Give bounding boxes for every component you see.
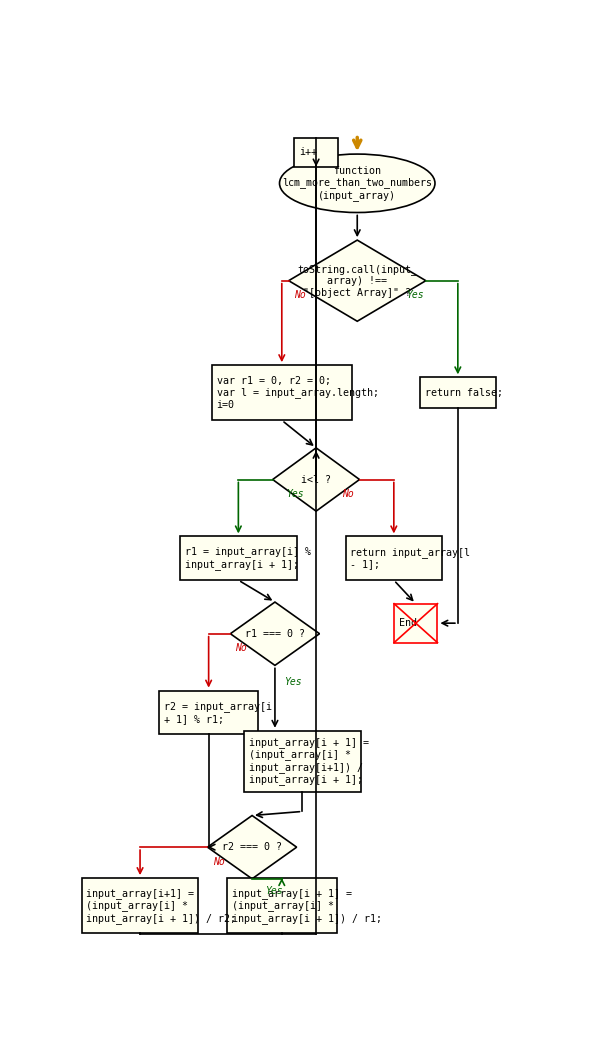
Bar xyxy=(420,377,496,408)
Bar xyxy=(82,878,198,933)
Bar xyxy=(159,690,258,735)
Bar xyxy=(346,536,442,580)
Text: toString.call(input_
array) !==
"[object Array]" ?: toString.call(input_ array) !== "[object… xyxy=(297,264,417,297)
Polygon shape xyxy=(273,448,359,511)
Text: No: No xyxy=(213,857,225,866)
Text: input_array[i+1] =
(input_array[i] *
input_array[i + 1]) / r2;: input_array[i+1] = (input_array[i] * inp… xyxy=(86,887,237,923)
Polygon shape xyxy=(208,816,297,879)
Bar xyxy=(244,730,360,792)
Ellipse shape xyxy=(280,154,435,213)
Text: Yes: Yes xyxy=(405,290,423,300)
Text: Yes: Yes xyxy=(286,489,303,500)
Text: input_array[i + 1] =
(input_array[i] *
input_array[i+1]) /
input_array[i + 1];: input_array[i + 1] = (input_array[i] * i… xyxy=(248,737,369,785)
Text: r2 === 0 ?: r2 === 0 ? xyxy=(222,842,282,853)
Bar xyxy=(180,536,297,580)
Text: var r1 = 0, r2 = 0;
var l = input_array.length;
i=0: var r1 = 0, r2 = 0; var l = input_array.… xyxy=(217,375,379,410)
Text: Yes: Yes xyxy=(266,886,283,896)
Text: r1 === 0 ?: r1 === 0 ? xyxy=(245,629,305,639)
Text: function
lcm_more_than_two_numbers
(input_array): function lcm_more_than_two_numbers (inpu… xyxy=(282,165,432,201)
Bar xyxy=(394,604,438,643)
Bar xyxy=(294,138,338,167)
Text: End: End xyxy=(399,618,417,628)
Text: No: No xyxy=(342,489,354,500)
Text: i<l ?: i<l ? xyxy=(301,474,331,485)
Text: Yes: Yes xyxy=(284,677,302,686)
Text: r1 = input_array[i] %
input_array[i + 1];: r1 = input_array[i] % input_array[i + 1]… xyxy=(185,547,310,570)
Text: No: No xyxy=(294,290,306,300)
Polygon shape xyxy=(230,602,320,665)
Polygon shape xyxy=(289,240,426,321)
Text: return input_array[l
- 1];: return input_array[l - 1]; xyxy=(350,547,470,569)
Bar xyxy=(212,365,352,421)
Text: i++: i++ xyxy=(299,148,317,157)
Text: No: No xyxy=(235,643,246,653)
Text: return false;: return false; xyxy=(425,388,503,397)
Text: input_array[i + 1] =
(input_array[i] *
input_array[i + 1]) / r1;: input_array[i + 1] = (input_array[i] * i… xyxy=(231,887,382,923)
Text: r2 = input_array[i
+ 1] % r1;: r2 = input_array[i + 1] % r1; xyxy=(164,701,272,724)
Bar xyxy=(227,878,337,933)
